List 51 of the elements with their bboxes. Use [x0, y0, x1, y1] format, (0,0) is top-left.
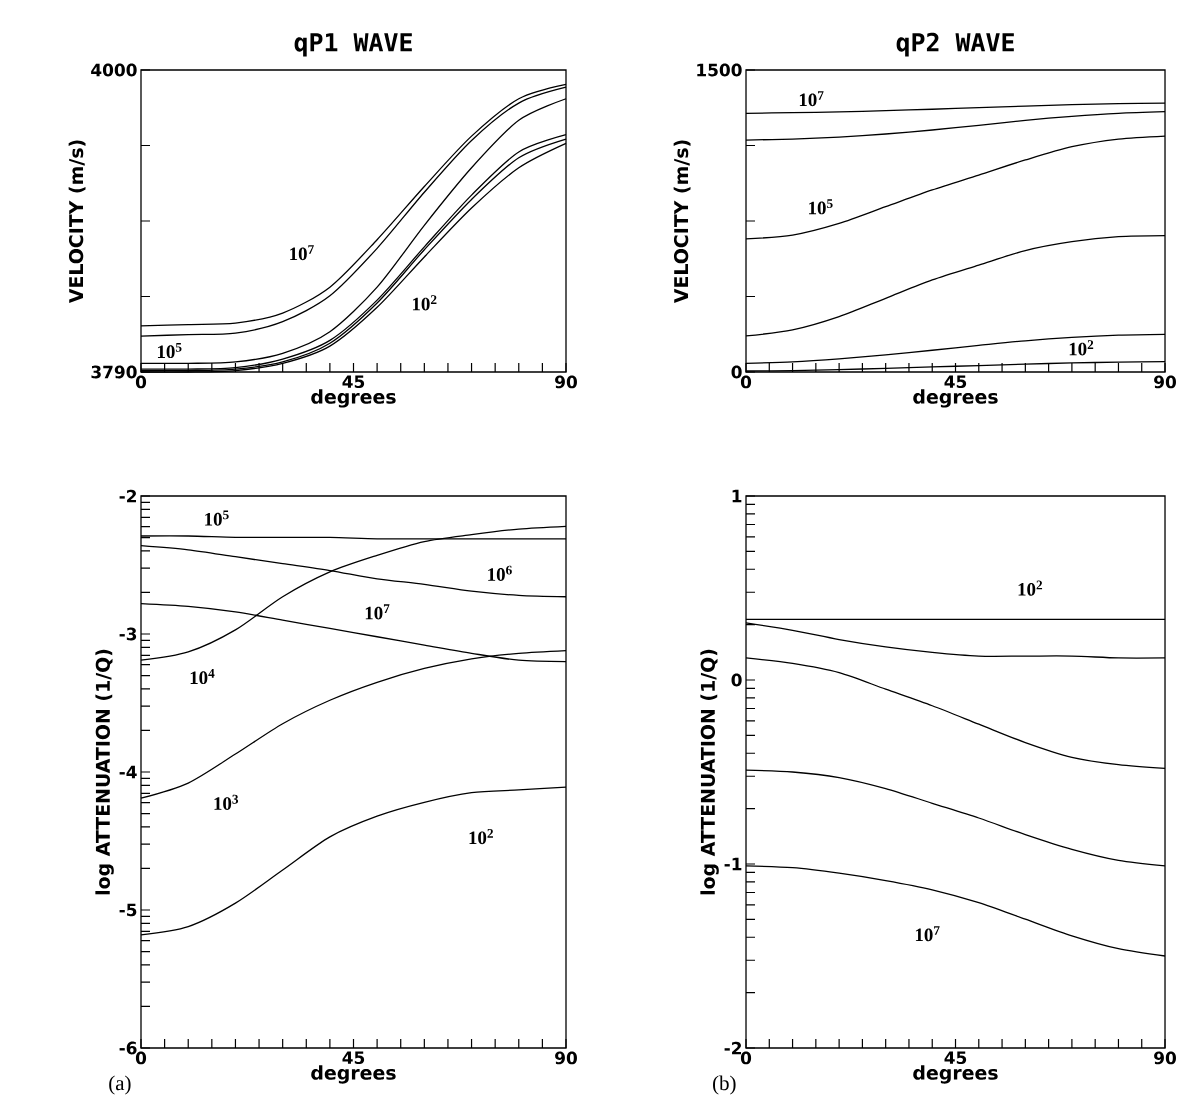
annotation: 10$^{2}$: [1069, 340, 1094, 356]
y-tick-label: -2: [119, 489, 137, 503]
text: (a): [109, 1075, 131, 1095]
y-axis-title: log ATTENUATION (1/Q): [95, 649, 114, 895]
annotation: 10$^{5}$: [157, 343, 182, 359]
y-tick-label: 4000: [91, 63, 137, 77]
y-tick-label: 3790: [91, 365, 137, 379]
y-tick-label: -5: [119, 903, 137, 917]
annotation: 10$^{4}$: [190, 668, 215, 685]
x-tick-label: 45: [342, 1051, 365, 1065]
annotation: 10$^{2}$: [1018, 580, 1043, 596]
x-axis-title: degrees: [311, 389, 396, 408]
x-tick-label: 90: [555, 1051, 577, 1065]
x-tick-label: 45: [342, 375, 365, 389]
annotation: 10$^{7}$: [290, 245, 314, 261]
x-tick-label: 0: [135, 1051, 147, 1065]
chart-title: qP1 WAVE: [294, 33, 412, 57]
x-tick-label: 0: [740, 1051, 752, 1065]
annotation: 10$^{2}$: [469, 828, 493, 845]
x-axis-title: degrees: [913, 1065, 998, 1084]
x-tick-label: 90: [555, 375, 577, 389]
annotation: 10$^{7}$: [915, 926, 940, 942]
y-tick-label: -4: [119, 765, 137, 779]
annotation: 10$^{3}$: [214, 794, 239, 810]
y-tick-label: 0: [731, 673, 742, 687]
x-tick-label: 0: [740, 375, 752, 389]
y-tick-label: 1: [732, 489, 742, 503]
y-tick-label: -3: [119, 627, 137, 641]
annotation: 10$^{7}$: [799, 91, 824, 107]
annotation: 10$^{5}$: [809, 199, 833, 215]
x-tick-label: 45: [944, 1051, 967, 1065]
chart-title: qP2 WAVE: [896, 32, 1014, 57]
annotation: 10$^{5}$: [205, 510, 229, 526]
annotation: 10$^{7}$: [365, 604, 390, 620]
y-tick-label: 1500: [697, 63, 742, 77]
annotation: 10$^{6}$: [488, 565, 512, 581]
y-axis-title: log ATTENUATION (1/Q): [700, 649, 719, 895]
x-axis-title: degrees: [913, 389, 998, 408]
y-tick-label: 0: [731, 365, 742, 379]
x-tick-label: 90: [1154, 375, 1176, 389]
text: (b): [713, 1075, 736, 1095]
y-tick-label: -6: [119, 1041, 137, 1055]
x-tick-label: 90: [1154, 1051, 1176, 1065]
y-tick-label: -2: [724, 1041, 742, 1055]
y-axis-title: VELOCITY (m/s): [68, 140, 86, 304]
y-axis-title: VELOCITY (m/s): [673, 140, 691, 304]
x-axis-title: degrees: [311, 1065, 396, 1084]
annotation: 10$^{2}$: [412, 295, 437, 311]
y-tick-label: -1: [724, 857, 742, 871]
x-tick-label: 45: [944, 375, 967, 389]
x-tick-label: 0: [135, 375, 147, 389]
